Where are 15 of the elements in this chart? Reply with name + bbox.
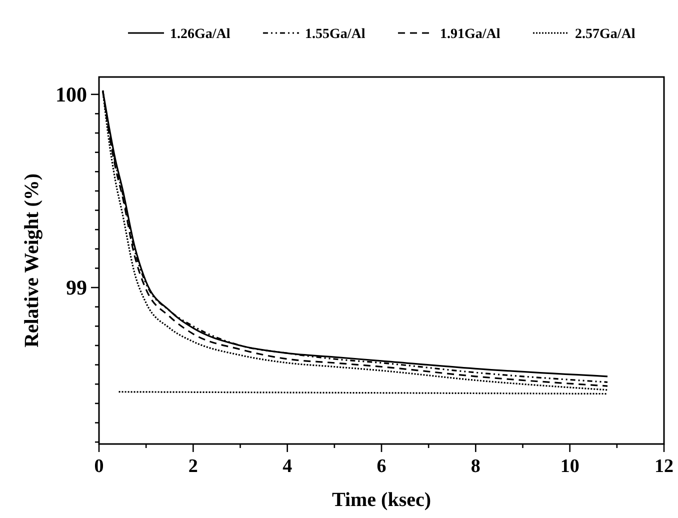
x-tick-label: 8	[470, 456, 480, 477]
x-tick-label: 12	[654, 456, 674, 477]
y-tick-label: 99	[66, 276, 87, 300]
x-axis-title: Time (ksec)	[332, 489, 432, 511]
x-tick-label: 10	[560, 456, 580, 477]
x-tick-label: 6	[376, 456, 386, 477]
legend-label: 2.57Ga/Al	[575, 27, 636, 42]
y-tick-label: 100	[56, 82, 87, 106]
legend-label: 1.26Ga/Al	[170, 27, 230, 42]
legend-label: 1.91Ga/Al	[440, 27, 500, 42]
x-tick-label: 4	[282, 456, 293, 477]
y-axis-title: Relative Weight (%)	[21, 173, 43, 348]
x-tick-label: 2	[188, 456, 198, 477]
x-tick-label: 0	[94, 456, 104, 477]
legend-label: 1.55Ga/Al	[305, 27, 366, 42]
